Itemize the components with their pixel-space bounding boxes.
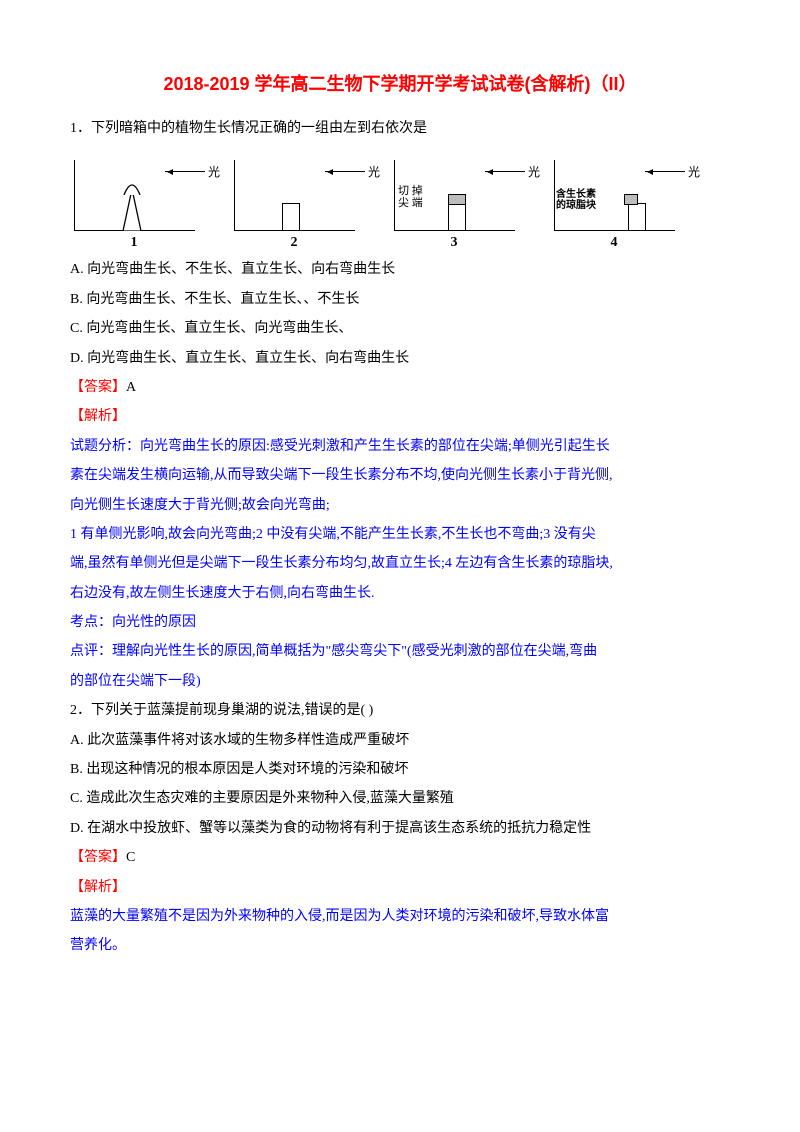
q2-exp-2: 营养化。 <box>70 931 730 960</box>
q2-option-a: A. 此次蓝藻事件将对该水域的生物多样性造成严重破坏 <box>70 726 730 755</box>
q1-exp-2: 素在尖端发生横向运输,从而导致尖端下一段生长素分布不均,使向光侧生长素小于背光侧… <box>70 461 730 490</box>
q2-stem: 2．下列关于蓝藻提前现身巢湖的说法,错误的是( ) <box>70 696 730 725</box>
q1-exp-6: 右边没有,故左侧生长速度大于右侧,向右弯曲生长. <box>70 579 730 608</box>
diagram-3: 光 切 掉 尖 端 3 <box>390 149 540 249</box>
q2-option-c: C. 造成此次生态灾难的主要原因是外来物种入侵,蓝藻大量繁殖 <box>70 784 730 813</box>
diagram-4: 光 含生长素 的琼脂块 4 <box>550 149 700 249</box>
shoot-tip-icon <box>120 181 144 195</box>
q1-exp-4: 1 有单侧光影响,故会向光弯曲;2 中没有尖端,不能产生生长素,不生长也不弯曲;… <box>70 520 730 549</box>
q2-explain-label: 【解析】 <box>70 873 730 902</box>
diagram-row: 光 1 光 2 光 切 掉 尖 端 <box>70 149 730 249</box>
q2-answer: 【答案】C <box>70 843 730 872</box>
q2-exp-1: 蓝藻的大量繁殖不是因为外来物种的入侵,而是因为人类对环境的污染和破坏,导致水体富 <box>70 902 730 931</box>
q1-option-c: C. 向光弯曲生长、直立生长、向光弯曲生长、 <box>70 314 730 343</box>
q1-exp-5: 端,虽然有单侧光但是尖端下一段生长素分布均匀,故直立生长;4 左边有含生长素的琼… <box>70 549 730 578</box>
q1-explain-label: 【解析】 <box>70 402 730 431</box>
q2-option-b: B. 出现这种情况的根本原因是人类对环境的污染和破坏 <box>70 755 730 784</box>
q2-option-d: D. 在湖水中投放虾、蟹等以藻类为食的动物将有利于提高该生态系统的抵抗力稳定性 <box>70 814 730 843</box>
q1-option-b: B. 向光弯曲生长、不生长、直立生长、、不生长 <box>70 285 730 314</box>
exam-page: 2018-2019 学年高二生物下学期开学考试试卷(含解析)（II） 1．下列暗… <box>0 0 800 1001</box>
diagram-1: 光 1 <box>70 149 220 249</box>
q1-exp-3: 向光侧生长速度大于背光侧;故会向光弯曲; <box>70 491 730 520</box>
q1-option-d: D. 向光弯曲生长、直立生长、直立生长、向右弯曲生长 <box>70 344 730 373</box>
q1-dianping-1: 点评：理解向光性生长的原因,简单概括为"感尖弯尖下"(感受光刺激的部位在尖端,弯… <box>70 637 730 666</box>
diagram-2: 光 2 <box>230 149 380 249</box>
q1-answer: 【答案】A <box>70 373 730 402</box>
q1-stem: 1．下列暗箱中的植物生长情况正确的一组由左到右依次是 <box>70 114 730 143</box>
q1-kaodian: 考点：向光性的原因 <box>70 608 730 637</box>
page-title: 2018-2019 学年高二生物下学期开学考试试卷(含解析)（II） <box>70 70 730 96</box>
q1-dianping-2: 的部位在尖端下一段) <box>70 667 730 696</box>
q1-exp-1: 试题分析：向光弯曲生长的原因:感受光刺激和产生生长素的部位在尖端;单侧光引起生长 <box>70 432 730 461</box>
q1-option-a: A. 向光弯曲生长、不生长、直立生长、向右弯曲生长 <box>70 255 730 284</box>
